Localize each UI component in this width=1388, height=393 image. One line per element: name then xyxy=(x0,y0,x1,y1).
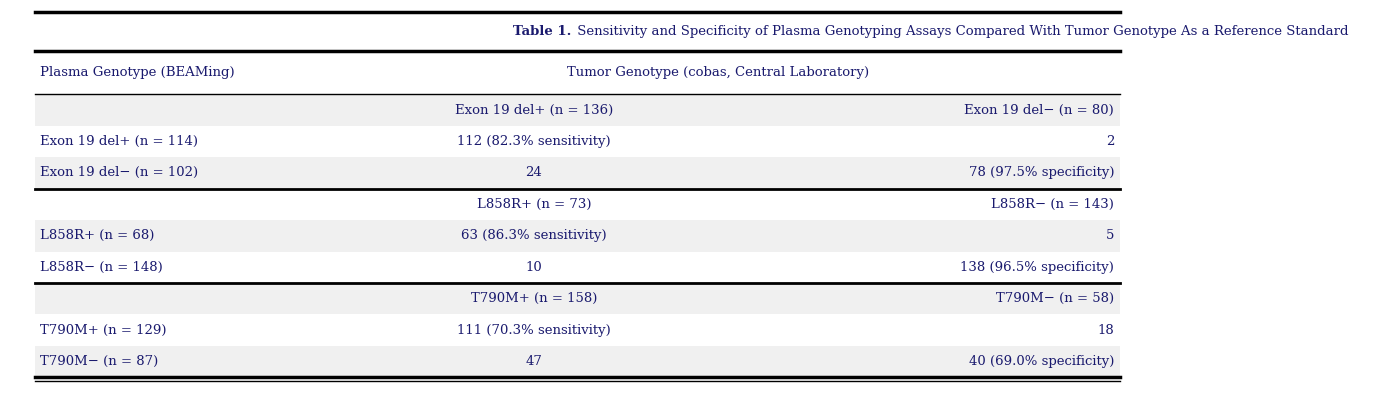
Text: Tumor Genotype (cobas, Central Laboratory): Tumor Genotype (cobas, Central Laborator… xyxy=(568,66,869,79)
Text: 138 (96.5% specificity): 138 (96.5% specificity) xyxy=(960,261,1115,274)
Text: 63 (86.3% sensitivity): 63 (86.3% sensitivity) xyxy=(461,229,607,242)
Text: 24: 24 xyxy=(526,166,543,180)
Text: Exon 19 del+ (n = 114): Exon 19 del+ (n = 114) xyxy=(40,135,198,148)
Text: L858R− (n = 148): L858R− (n = 148) xyxy=(40,261,164,274)
Text: T790M− (n = 58): T790M− (n = 58) xyxy=(997,292,1115,305)
Bar xyxy=(35,283,1120,314)
Bar xyxy=(35,126,1120,157)
Text: 2: 2 xyxy=(1106,135,1115,148)
Bar xyxy=(35,51,316,94)
Text: T790M+ (n = 158): T790M+ (n = 158) xyxy=(471,292,597,305)
Bar xyxy=(35,12,1120,51)
Text: L858R+ (n = 68): L858R+ (n = 68) xyxy=(40,229,155,242)
Text: T790M− (n = 87): T790M− (n = 87) xyxy=(40,355,158,368)
Text: Exon 19 del− (n = 80): Exon 19 del− (n = 80) xyxy=(965,103,1115,117)
Bar xyxy=(35,252,1120,283)
Text: 10: 10 xyxy=(526,261,543,274)
Bar xyxy=(35,157,1120,189)
Text: L858R− (n = 143): L858R− (n = 143) xyxy=(991,198,1115,211)
Text: 40 (69.0% specificity): 40 (69.0% specificity) xyxy=(969,355,1115,368)
Text: 111 (70.3% sensitivity): 111 (70.3% sensitivity) xyxy=(457,323,611,337)
Text: T790M+ (n = 129): T790M+ (n = 129) xyxy=(40,323,167,337)
Text: Exon 19 del+ (n = 136): Exon 19 del+ (n = 136) xyxy=(455,103,613,117)
Bar xyxy=(35,314,1120,346)
Text: Exon 19 del− (n = 102): Exon 19 del− (n = 102) xyxy=(40,166,198,180)
Text: Table 1.: Table 1. xyxy=(514,25,572,38)
Text: 5: 5 xyxy=(1106,229,1115,242)
Bar xyxy=(35,189,1120,220)
Bar xyxy=(35,220,1120,252)
Bar xyxy=(35,346,1120,377)
Bar xyxy=(316,51,1120,94)
Text: Plasma Genotype (BEAMing): Plasma Genotype (BEAMing) xyxy=(40,66,235,79)
Text: 112 (82.3% sensitivity): 112 (82.3% sensitivity) xyxy=(457,135,611,148)
Bar xyxy=(35,94,1120,126)
Text: 18: 18 xyxy=(1098,323,1115,337)
Text: 78 (97.5% specificity): 78 (97.5% specificity) xyxy=(969,166,1115,180)
Text: 47: 47 xyxy=(526,355,543,368)
Text: Sensitivity and Specificity of Plasma Genotyping Assays Compared With Tumor Geno: Sensitivity and Specificity of Plasma Ge… xyxy=(573,25,1348,38)
Text: L858R+ (n = 73): L858R+ (n = 73) xyxy=(476,198,591,211)
